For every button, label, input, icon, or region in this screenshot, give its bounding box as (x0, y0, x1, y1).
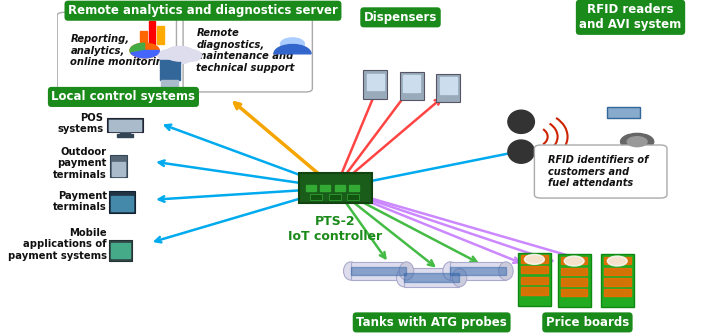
Ellipse shape (499, 262, 513, 280)
Wedge shape (274, 44, 311, 54)
Bar (306, 185, 315, 191)
Ellipse shape (343, 262, 358, 280)
Bar (160, 60, 180, 80)
Text: Dispensers: Dispensers (364, 11, 437, 24)
Ellipse shape (452, 269, 467, 287)
Bar (450, 267, 506, 275)
Ellipse shape (397, 269, 411, 287)
Wedge shape (130, 43, 145, 53)
Bar (607, 107, 641, 119)
Text: Price boards: Price boards (546, 316, 629, 329)
Bar (351, 267, 407, 275)
Bar (521, 266, 548, 273)
Circle shape (621, 133, 654, 150)
Bar (604, 268, 631, 275)
Bar (557, 255, 590, 308)
Circle shape (281, 38, 305, 50)
Text: Remote analytics and diagnostics server: Remote analytics and diagnostics server (68, 4, 338, 17)
Bar (604, 289, 631, 296)
Bar (349, 185, 359, 191)
Text: RFID readers
and AVI system: RFID readers and AVI system (580, 3, 682, 31)
Ellipse shape (508, 140, 534, 163)
Text: Payment
terminals: Payment terminals (53, 191, 107, 212)
Circle shape (627, 137, 647, 147)
FancyBboxPatch shape (534, 145, 667, 198)
Bar (561, 289, 588, 296)
Text: Mobile
applications of
payment systems: Mobile applications of payment systems (8, 228, 107, 261)
Bar (348, 194, 359, 200)
Text: RFID identifiers of
customers and
fuel attendants: RFID identifiers of customers and fuel a… (548, 155, 648, 188)
Bar (561, 257, 588, 265)
Bar (604, 278, 631, 286)
Text: POS
systems: POS systems (58, 113, 104, 134)
Bar (600, 255, 634, 308)
Circle shape (130, 43, 159, 58)
Bar (109, 191, 135, 213)
Circle shape (165, 46, 194, 61)
Wedge shape (131, 50, 159, 58)
Text: PTS-2
IoT controller: PTS-2 IoT controller (289, 215, 382, 242)
Bar (299, 173, 372, 203)
Bar (329, 194, 341, 200)
Bar (320, 185, 330, 191)
Circle shape (178, 49, 202, 61)
Bar (521, 256, 548, 263)
Circle shape (158, 49, 181, 61)
Bar (351, 262, 407, 280)
Bar (518, 253, 551, 306)
Text: Local control systems: Local control systems (51, 91, 195, 104)
Bar (561, 268, 588, 275)
Bar (110, 155, 127, 176)
FancyBboxPatch shape (183, 12, 312, 92)
Text: Remote
diagnostics,
maintenance and
technical support: Remote diagnostics, maintenance and tech… (197, 28, 294, 73)
Circle shape (607, 256, 627, 266)
Bar (335, 185, 345, 191)
Bar (117, 134, 133, 137)
Bar (112, 162, 125, 175)
Circle shape (168, 52, 192, 64)
Bar (161, 80, 179, 89)
Bar (111, 243, 130, 259)
Circle shape (165, 46, 194, 61)
Bar (148, 21, 156, 44)
Bar (400, 72, 423, 100)
Text: Reporting,
analytics,
online monitoring: Reporting, analytics, online monitoring (71, 34, 171, 67)
Bar (604, 257, 631, 265)
Circle shape (564, 256, 584, 266)
Bar (120, 131, 130, 135)
Bar (521, 287, 548, 295)
Ellipse shape (443, 262, 457, 280)
Bar (140, 31, 147, 44)
Bar (404, 273, 459, 282)
Bar (157, 26, 164, 44)
Bar (403, 75, 420, 92)
Bar (109, 239, 132, 261)
Bar (109, 120, 141, 131)
Bar (521, 277, 548, 284)
Text: Outdoor
payment
terminals: Outdoor payment terminals (53, 147, 107, 180)
Ellipse shape (508, 110, 534, 133)
Bar (364, 70, 387, 99)
Bar (561, 278, 588, 286)
Bar (450, 262, 506, 280)
Bar (107, 119, 143, 132)
Bar (404, 268, 459, 287)
Bar (111, 196, 133, 211)
Bar (440, 77, 457, 94)
Bar (310, 194, 323, 200)
FancyBboxPatch shape (57, 12, 176, 92)
Bar (436, 74, 460, 102)
Bar (366, 74, 384, 90)
Text: Tanks with ATG probes: Tanks with ATG probes (356, 316, 507, 329)
Bar (607, 155, 644, 170)
Circle shape (524, 255, 544, 265)
Ellipse shape (399, 262, 414, 280)
